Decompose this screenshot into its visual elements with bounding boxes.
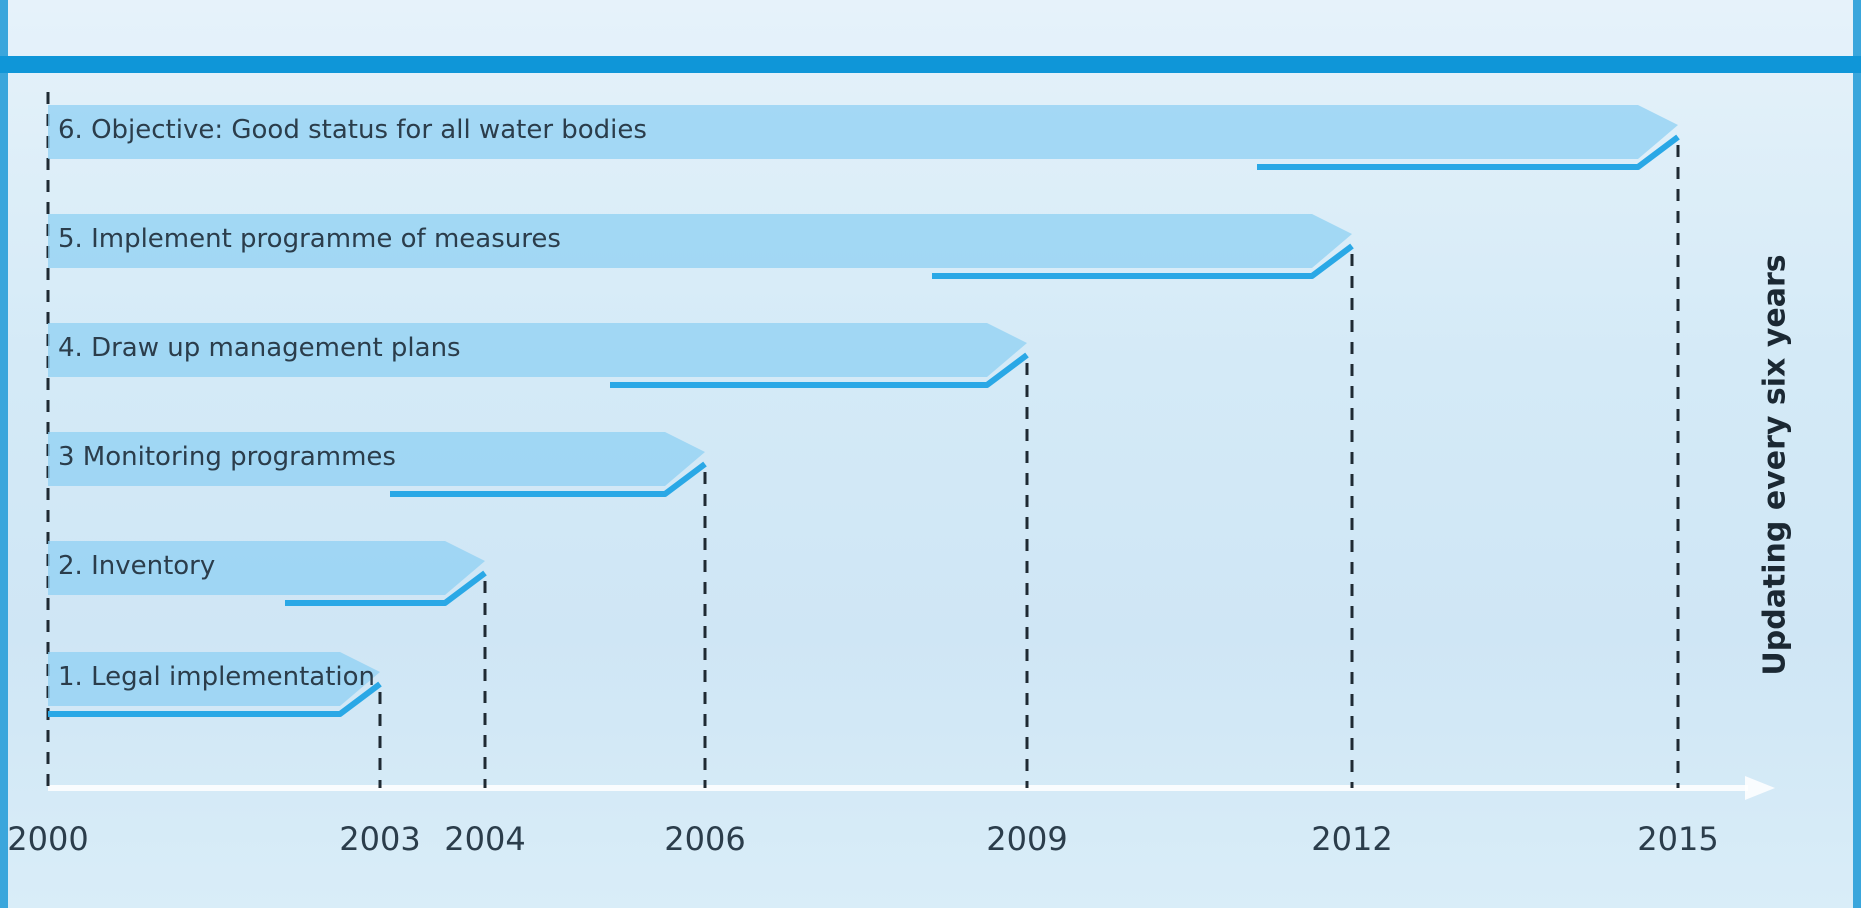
year-label-2000: 2000: [7, 820, 89, 858]
step-label-legal-implementation: 1. Legal implementation: [58, 662, 376, 692]
step-band-5: [48, 214, 1352, 268]
step-label-inventory: 2. Inventory: [58, 551, 216, 581]
step-accent-line-1: [48, 681, 382, 717]
step-label-good-status-objective: 6. Objective: Good status for all water …: [58, 115, 647, 145]
year-label-2006: 2006: [664, 820, 746, 858]
step-band-4: [48, 323, 1027, 377]
step-label-management-plans: 4. Draw up management plans: [58, 333, 461, 363]
year-label-2012: 2012: [1311, 820, 1393, 858]
year-label-2004: 2004: [444, 820, 526, 858]
step-band-1: [48, 652, 380, 706]
step-band-2: [48, 541, 485, 595]
year-label-2015: 2015: [1637, 820, 1719, 858]
year-label-2003: 2003: [339, 820, 421, 858]
step-band-6: [48, 105, 1678, 159]
step-accent-line-3: [390, 461, 707, 497]
year-label-2009: 2009: [986, 820, 1068, 858]
step-band-3: [48, 432, 705, 486]
right-edge-stripe: [1853, 0, 1861, 908]
top-accent-bar: [0, 56, 1861, 73]
step-accent-line-5: [932, 243, 1354, 279]
step-label-programme-of-measures: 5. Implement programme of measures: [58, 224, 561, 254]
time-axis-arrowhead: [1745, 776, 1775, 800]
step-label-monitoring-programmes: 3 Monitoring programmes: [58, 442, 396, 472]
step-accent-line-2: [285, 570, 487, 606]
step-accent-line-6: [1257, 134, 1680, 170]
step-accent-line-4: [610, 352, 1029, 388]
side-label-updating: Updating every six years: [1757, 254, 1793, 676]
left-edge-stripe: [0, 0, 8, 908]
time-axis-line: [48, 785, 1748, 791]
